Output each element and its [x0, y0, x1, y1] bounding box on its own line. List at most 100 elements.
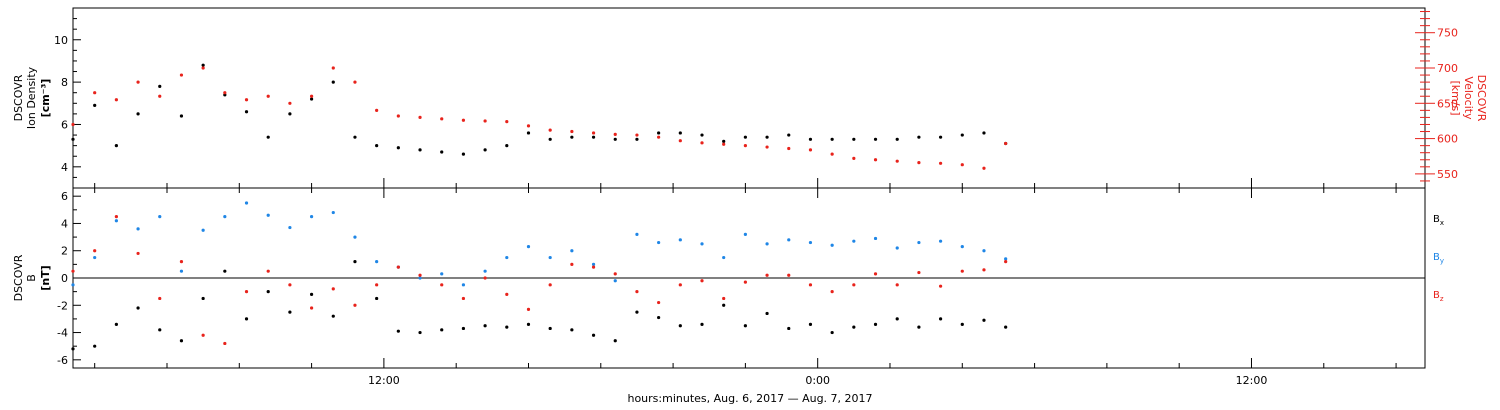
bottom-point-Bx	[179, 339, 184, 343]
bottom-data-points	[71, 201, 1008, 351]
bottom-point-Bz	[158, 296, 162, 301]
top-left-tick-label: 8	[61, 76, 68, 89]
bottom-point-Bx	[613, 339, 617, 343]
top-left-ylabel-2: Ion Density	[25, 66, 38, 129]
bottom-point-Bz	[244, 290, 249, 294]
bottom-point-Bx	[1004, 325, 1008, 329]
top-point-black	[830, 137, 834, 141]
top-point-red	[136, 80, 140, 84]
bottom-point-Bx	[418, 330, 422, 335]
top-point-black	[244, 110, 249, 114]
bottom-point-Bz	[136, 251, 140, 256]
bottom-point-Bx	[244, 317, 249, 321]
top-right-tick-label: 650	[1437, 97, 1458, 110]
bottom-point-Bx	[375, 296, 379, 301]
top-point-black	[917, 135, 921, 139]
bottom-x-axis: 12:00 0:00 12:00	[94, 188, 1397, 387]
top-right-tick-label: 750	[1437, 27, 1458, 40]
bottom-point-Bz	[830, 290, 834, 294]
bottom-point-By	[808, 240, 813, 245]
bottom-ylabel-2: B	[25, 274, 38, 282]
top-left-tick-label: 6	[61, 118, 68, 131]
top-point-black	[982, 131, 986, 135]
bottom-point-Bz	[1004, 260, 1008, 264]
top-point-black	[787, 133, 791, 137]
top-point-black	[396, 146, 400, 150]
top-left-y-axis: 4 6 8 10	[54, 18, 81, 178]
bottom-point-Bx	[396, 329, 400, 333]
top-point-red	[678, 139, 682, 143]
bottom-y-axis: -6 -4 -2 0 2 4 6	[57, 190, 81, 367]
top-point-red	[982, 166, 986, 170]
bottom-point-By	[960, 245, 964, 249]
bottom-point-Bz	[982, 268, 986, 272]
bottom-point-Bx	[982, 318, 986, 322]
bottom-point-Bx	[136, 306, 140, 310]
top-point-red	[960, 163, 964, 167]
bottom-point-Bx	[461, 326, 466, 331]
legend-by: By	[1433, 252, 1444, 265]
bottom-point-Bx	[201, 296, 205, 301]
bottom-point-Bz	[765, 273, 769, 277]
bottom-point-Bz	[657, 300, 661, 305]
bottom-point-Bx	[635, 310, 639, 314]
bottom-point-By	[938, 239, 943, 243]
legend-bz-label: Bz	[1433, 290, 1444, 303]
top-point-red	[396, 114, 400, 118]
x-axis-title: hours:minutes, Aug. 6, 2017 — Aug. 7, 20…	[627, 392, 873, 405]
bottom-point-By	[722, 255, 726, 260]
bottom-point-By	[266, 213, 270, 217]
top-point-red	[526, 124, 531, 128]
top-point-red	[309, 94, 314, 98]
bottom-point-By	[375, 260, 379, 264]
top-point-black	[526, 131, 531, 135]
bottom-tick-label: -6	[57, 354, 68, 367]
top-panel-frame	[72, 7, 1426, 189]
bottom-point-Bx	[873, 322, 878, 326]
x-tick-label: 12:00	[368, 374, 400, 387]
top-point-black	[635, 137, 639, 141]
legend-bx: Bx	[1433, 214, 1444, 227]
bottom-point-Bx	[743, 324, 747, 328]
bottom-tick-label: 0	[61, 272, 68, 285]
bottom-point-Bx	[852, 325, 856, 329]
bottom-point-By	[613, 279, 617, 283]
bottom-point-By	[895, 246, 899, 250]
top-left-tick-label: 4	[61, 161, 68, 174]
top-point-black	[938, 135, 943, 139]
bottom-point-Bx	[266, 290, 270, 294]
top-point-black	[808, 137, 813, 141]
top-point-red	[201, 66, 205, 70]
bottom-point-By	[526, 245, 531, 249]
x-tick-label: 12:00	[1236, 374, 1268, 387]
bottom-tick-label: 2	[61, 245, 68, 258]
bottom-point-Bz	[873, 272, 878, 276]
top-x-ticks	[94, 178, 1397, 188]
top-point-red	[440, 117, 444, 121]
bottom-point-Bx	[700, 322, 704, 326]
bottom-point-Bz	[570, 262, 574, 266]
top-point-red	[179, 73, 184, 77]
top-point-black	[743, 135, 747, 139]
top-point-black	[375, 144, 379, 148]
bottom-point-Bz	[505, 292, 509, 296]
bottom-point-Bz	[461, 296, 466, 301]
legend-bx-label: Bx	[1433, 214, 1445, 227]
bottom-tick-label: 4	[61, 217, 68, 230]
top-right-tick-label: 550	[1437, 168, 1458, 181]
top-point-black	[570, 135, 574, 139]
bottom-tick-label: -2	[57, 299, 68, 312]
bottom-point-By	[548, 255, 552, 260]
bottom-point-By	[201, 228, 205, 232]
top-point-red	[375, 108, 379, 112]
top-point-black	[201, 63, 205, 67]
bottom-point-By	[461, 283, 466, 287]
bottom-point-Bz	[223, 341, 227, 346]
bottom-point-Bz	[613, 272, 617, 276]
top-right-ylabel-2: Velocity	[1462, 76, 1475, 120]
bottom-point-By	[657, 240, 661, 245]
bottom-point-By	[223, 215, 227, 219]
bottom-point-Bx	[440, 328, 444, 332]
top-point-red	[288, 101, 292, 105]
